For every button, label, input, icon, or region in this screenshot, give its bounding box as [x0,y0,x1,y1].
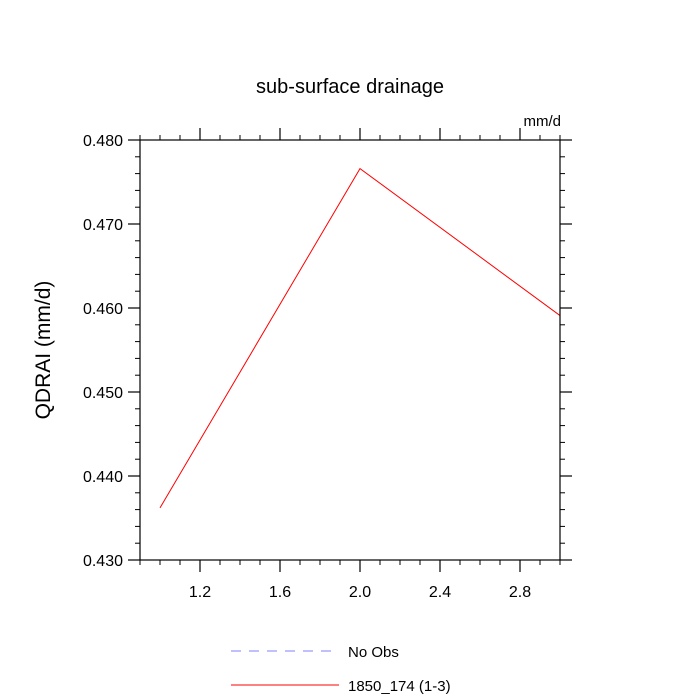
x-tick-label: 1.6 [269,584,291,601]
x-tick-label: 2.8 [509,584,531,601]
y-axis-label: QDRAI (mm/d) [32,281,55,420]
y-tick-label: 0.450 [83,385,123,402]
plot-frame [139,139,561,561]
axis-ticks: 1.2 1.6 2.0 2.4 2.8 0.430 0.440 0.450 0.460 0.470… [83,128,572,601]
x-tick-label: 2.4 [429,584,451,601]
legend-label: 1850_174 (1-3) [348,678,451,695]
legend-label: No Obs [348,644,399,661]
units-label: mm/d [524,113,562,130]
plot-lines [159,167,561,509]
x-tick-label: 2.0 [349,584,371,601]
legend: No Obs 1850_174 (1-3) [231,644,451,695]
y-tick-label: 0.430 [83,553,123,570]
y-tick-label: 0.460 [83,301,123,318]
y-tick-label: 0.440 [83,469,123,486]
series-line [159,167,561,509]
chart-title: sub-surface drainage [256,76,444,98]
y-tick-label: 0.470 [83,217,123,234]
y-tick-label: 0.480 [83,133,123,150]
x-tick-label: 1.2 [189,584,211,601]
